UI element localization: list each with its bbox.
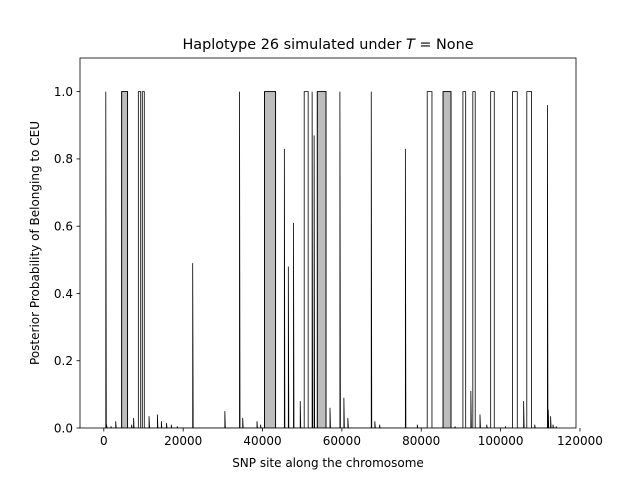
title-value: None [436,37,474,53]
shaded-region-1 [264,91,277,428]
y-tick-label: 0.4 [54,287,73,301]
shaded-region-0 [121,91,129,428]
y-axis-label: Posterior Probability of Belonging to CE… [28,121,42,365]
probability-line [103,91,559,428]
title-variable: T [406,37,416,53]
shaded-region-2 [316,91,327,428]
x-tick-label: 100000 [478,434,524,448]
y-tick-label: 1.0 [54,85,73,99]
x-axis-label: SNP site along the chromosome [232,456,424,470]
y-tick-label: 0.0 [54,421,73,435]
x-axis-ticks: 0 20000 40000 60000 80000 100000 120000 [100,428,603,448]
y-tick-label: 0.6 [54,219,73,233]
title-prefix: Haplotype 26 simulated under [182,37,406,53]
probability-series [103,91,559,428]
chart-title: Haplotype 26 simulated under T = None [182,37,473,53]
y-tick-label: 0.2 [54,354,73,368]
x-tick-label: 80000 [402,434,440,448]
x-tick-label: 0 [100,434,108,448]
x-tick-label: 120000 [557,434,603,448]
plot-frame [79,57,577,429]
x-tick-label: 20000 [164,434,202,448]
y-axis-ticks: 0.0 0.2 0.4 0.6 0.8 1.0 [54,85,80,435]
y-tick-label: 0.8 [54,152,73,166]
x-tick-label: 60000 [323,434,361,448]
title-equals: = [415,37,436,53]
x-tick-label: 40000 [243,434,281,448]
shaded-region-3 [442,91,452,428]
